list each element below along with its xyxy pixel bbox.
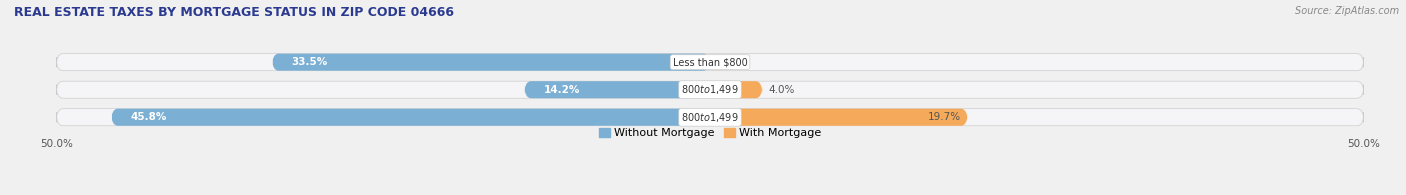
Text: $800 to $1,499: $800 to $1,499 [682, 83, 738, 96]
Legend: Without Mortgage, With Mortgage: Without Mortgage, With Mortgage [599, 128, 821, 138]
Text: 19.7%: 19.7% [928, 112, 962, 122]
FancyBboxPatch shape [710, 109, 967, 126]
FancyBboxPatch shape [710, 81, 762, 98]
Text: $800 to $1,499: $800 to $1,499 [682, 111, 738, 124]
Text: 14.2%: 14.2% [544, 85, 581, 95]
Text: 4.0%: 4.0% [769, 85, 796, 95]
FancyBboxPatch shape [56, 81, 1364, 98]
FancyBboxPatch shape [56, 109, 1364, 126]
FancyBboxPatch shape [56, 54, 1364, 71]
FancyBboxPatch shape [271, 54, 710, 71]
Text: REAL ESTATE TAXES BY MORTGAGE STATUS IN ZIP CODE 04666: REAL ESTATE TAXES BY MORTGAGE STATUS IN … [14, 6, 454, 19]
FancyBboxPatch shape [524, 81, 710, 98]
Text: Source: ZipAtlas.com: Source: ZipAtlas.com [1295, 6, 1399, 16]
Text: 33.5%: 33.5% [291, 57, 328, 67]
FancyBboxPatch shape [111, 109, 710, 126]
Text: 45.8%: 45.8% [131, 112, 167, 122]
Text: Less than $800: Less than $800 [672, 57, 748, 67]
